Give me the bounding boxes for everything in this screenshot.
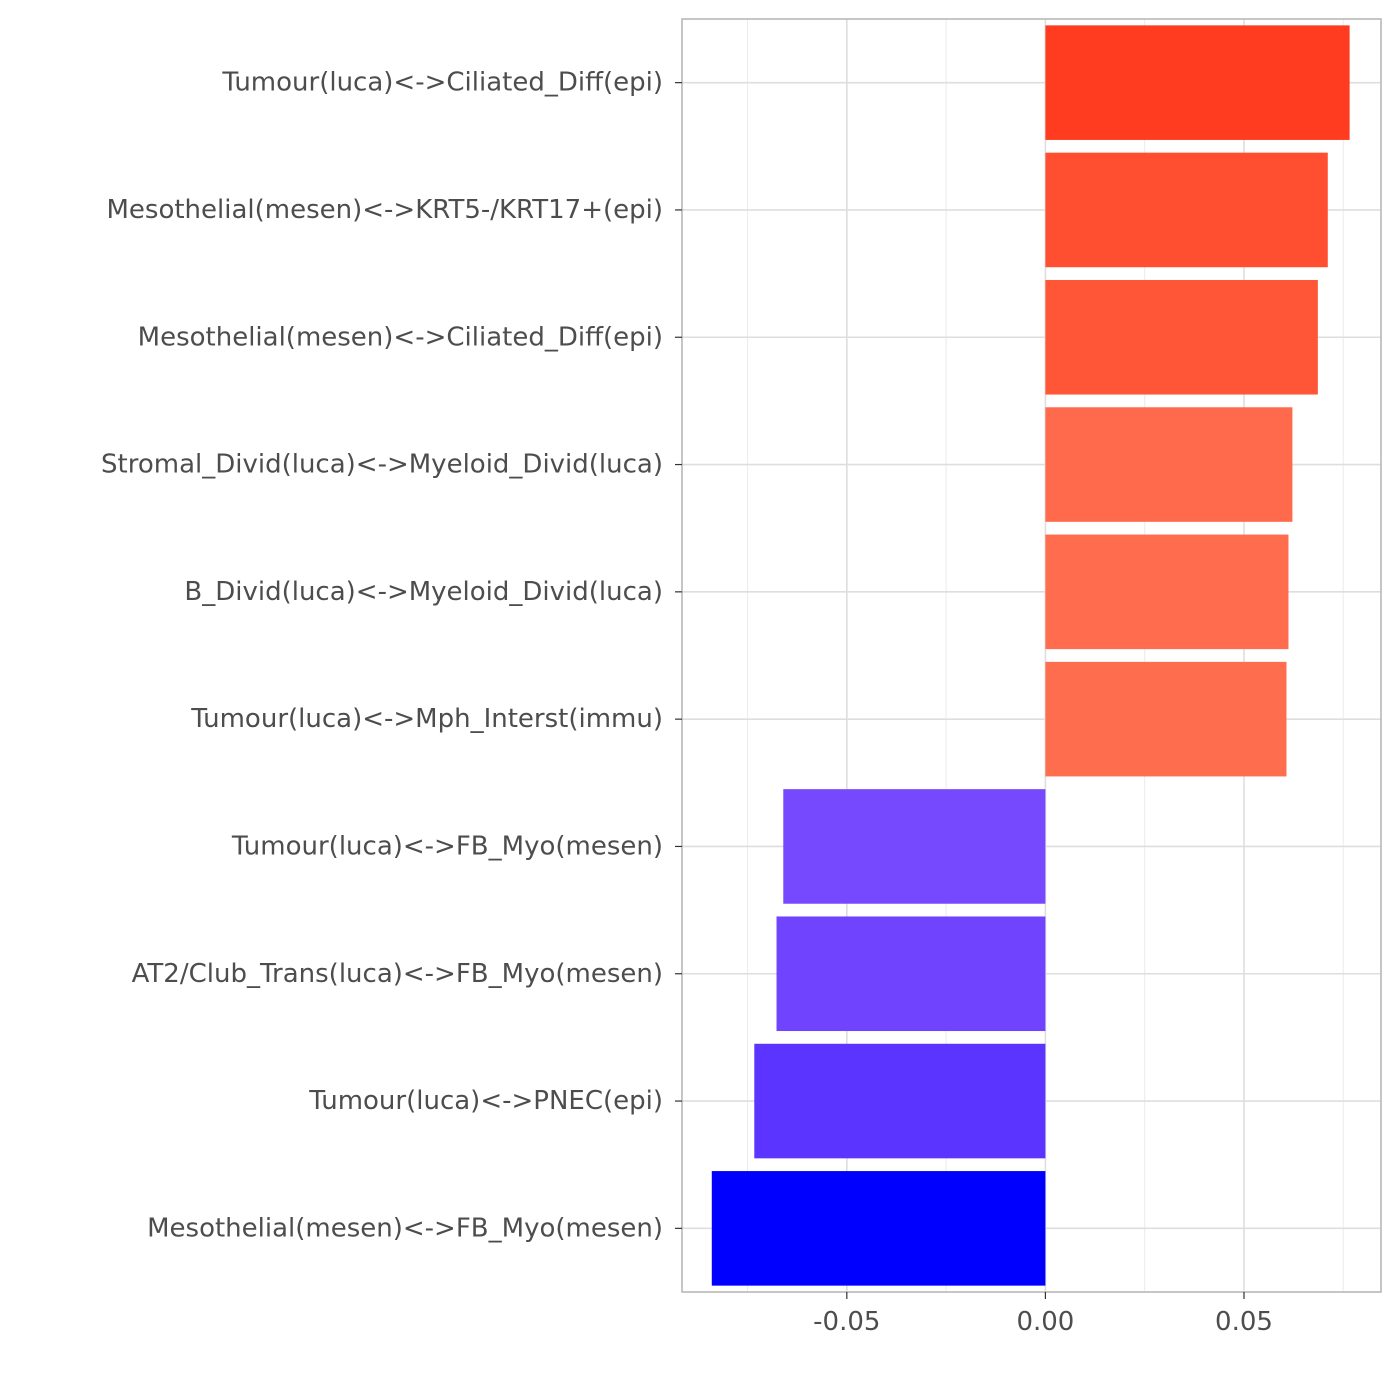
bar — [776, 916, 1046, 1032]
panel-border — [681, 18, 1382, 1293]
x-axis-ticks: -0.05 0.00 0.05 — [813, 1292, 1273, 1337]
x-tick-label: 0.00 — [1016, 1307, 1074, 1337]
bar — [1045, 152, 1328, 268]
category-label: AT2/Club_Trans(luca)<->FB_Myo(mesen) — [132, 959, 663, 989]
category-label: Mesothelial(mesen)<->Ciliated_Diff(epi) — [138, 322, 663, 352]
category-labels: Tumour(luca)<->Ciliated_Diff(epi) Mesothe… — [101, 68, 682, 1243]
category-label: Tumour(luca)<->FB_Myo(mesen) — [231, 831, 663, 861]
category-label: Mesothelial(mesen)<->KRT5-/KRT17+(epi) — [106, 195, 663, 225]
category-label: Tumour(luca)<->Mph_Interst(immu) — [190, 704, 663, 734]
category-label: Tumour(luca)<->PNEC(epi) — [308, 1086, 663, 1116]
bar — [783, 789, 1046, 904]
bar — [1045, 279, 1318, 395]
bar — [1045, 25, 1350, 140]
category-label: B_Divid(luca)<->Myeloid_Divid(luca) — [184, 577, 663, 607]
bar — [1045, 534, 1289, 650]
x-tick-label: 0.05 — [1215, 1307, 1273, 1337]
category-label: Stromal_Divid(luca)<->Myeloid_Divid(luca… — [101, 450, 663, 480]
x-tick-label: -0.05 — [813, 1307, 880, 1337]
bars-group — [711, 25, 1350, 1286]
bar — [711, 1171, 1046, 1286]
category-label: Tumour(luca)<->Ciliated_Diff(epi) — [221, 68, 663, 98]
category-label: Mesothelial(mesen)<->FB_Myo(mesen) — [147, 1213, 663, 1243]
bar — [1045, 661, 1287, 777]
bar — [1045, 407, 1293, 522]
bar — [754, 1043, 1046, 1159]
